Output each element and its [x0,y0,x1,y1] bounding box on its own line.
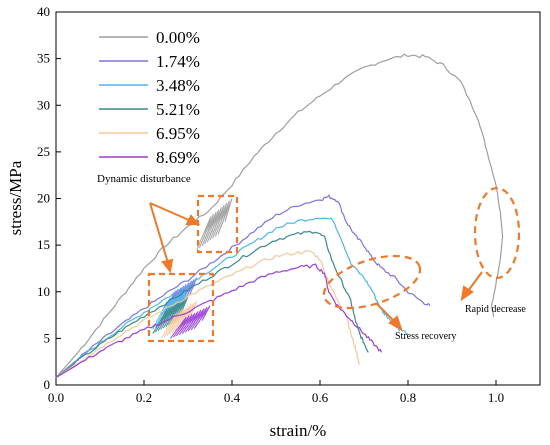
x-axis-label: strain/% [270,421,327,440]
series-1-disturbance-loops [196,198,233,251]
x-tick-label: 1.0 [488,390,504,405]
series-6-line [55,263,383,379]
series-3 [55,217,409,378]
x-tick-label: 0.0 [48,390,64,405]
series-5 [55,250,361,379]
legend-label: 3.48% [156,76,200,95]
series-5-disturbance-loops [161,300,198,339]
series-2-line [55,194,431,378]
series-2 [55,194,431,378]
annotation-layer: Dynamic disturbance Rapid decrease Stres… [97,173,526,343]
legend-label: 1.74% [156,52,200,71]
y-tick-label: 40 [37,4,50,19]
legend-label: 6.95% [156,124,200,143]
arrow-to-lower-box [149,202,169,264]
legend-label: 8.69% [156,148,200,167]
y-tick-label: 15 [37,237,50,252]
rapid-decrease-ellipse [473,186,521,280]
stress-recovery-ellipse [322,254,422,310]
annotation-rapid-decrease: Rapid decrease [465,304,526,315]
y-tick-label: 5 [44,330,51,345]
series-layer [55,53,504,379]
series-5-line [55,250,361,379]
arrow-to-upper-box [149,202,192,222]
series-1-line [55,53,504,378]
plot-area [55,11,541,386]
y-tick-label: 30 [37,97,50,112]
series-4-line [55,230,369,378]
y-tick-label: 20 [37,191,50,206]
y-tick-label: 10 [37,284,50,299]
series-1 [55,53,504,378]
series-6 [55,263,383,379]
legend-label: 5.21% [156,100,200,119]
arrow-head-recovery [388,315,403,332]
arrow-stress-recovery [375,302,396,323]
disturbance-box-upper [196,194,239,254]
arrow-head-lower [161,258,174,274]
series-2-disturbance-loops [161,277,198,316]
x-tick-label: 0.2 [136,390,152,405]
x-tick-label: 0.6 [312,390,329,405]
x-axis-ticks: 0.0 0.2 0.4 0.6 0.8 1.0 [48,380,504,405]
x-tick-label: 0.8 [400,390,416,405]
series-3-line [55,217,409,378]
annotation-stress-recovery: Stress recovery [395,331,456,342]
arrow-head-upper [185,214,201,225]
annotation-arrows [149,202,483,332]
y-axis-label: stress/MPa [6,160,25,235]
disturbance-box-lower [147,272,215,343]
plot-frame [55,11,541,386]
legend: 0.00% 1.74% 3.48% 5.21% 6.95% 8.69% [99,28,200,167]
x-tick-label: 0.4 [224,390,241,405]
arrow-head-rapid [460,285,474,302]
legend-label: 0.00% [156,28,200,47]
y-tick-label: 35 [37,51,50,66]
y-tick-label: 0 [44,377,51,392]
series-6-disturbance-loops [169,305,211,339]
arrow-rapid-decrease [467,271,483,292]
y-axis-ticks: 0 5 10 15 20 25 30 35 40 [37,4,61,392]
annotation-dynamic-disturbance: Dynamic disturbance [97,173,191,185]
y-tick-label: 25 [37,144,50,159]
